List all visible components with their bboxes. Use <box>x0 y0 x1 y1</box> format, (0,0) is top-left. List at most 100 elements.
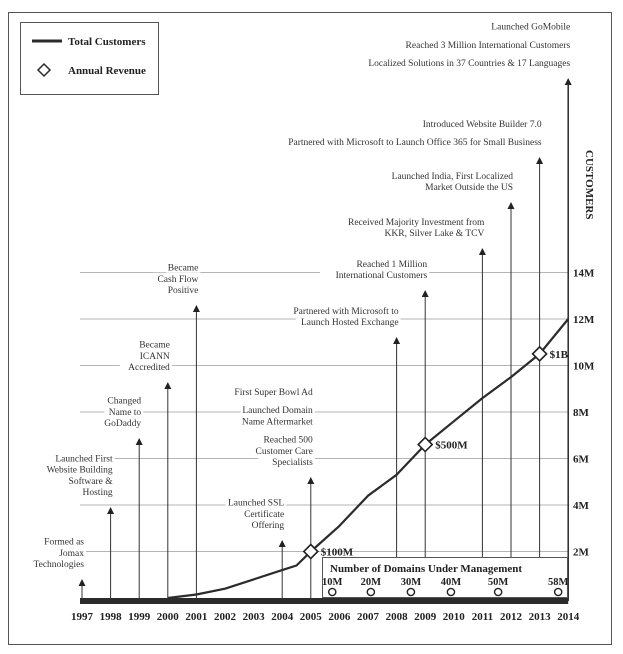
label-background <box>489 20 573 32</box>
revenue-label: $1B <box>550 349 569 361</box>
x-tick-label: 1998 <box>100 611 123 623</box>
total-customers-line <box>167 318 570 600</box>
label-background <box>381 227 487 238</box>
x-tick-label: 2002 <box>214 611 237 623</box>
label-background <box>236 415 315 427</box>
milestone-text: Formed as <box>44 538 84 548</box>
milestone-text: Technologies <box>33 560 84 570</box>
milestone-text: Received Majority Investment from <box>348 217 485 228</box>
milestone-text: Launched Domain <box>242 406 313 416</box>
y-tick-label: 8M <box>573 407 590 419</box>
milestone-text: Introduced Website Builder 7.0 <box>423 120 542 130</box>
domains-circle-marker <box>553 587 563 597</box>
legend: Total Customers Annual Revenue <box>20 22 159 95</box>
domains-count-label: 30M <box>401 577 422 588</box>
milestone-text: Jomax <box>59 549 84 559</box>
milestone-text: GoDaddy <box>104 419 141 429</box>
label-background <box>75 486 115 497</box>
label-background <box>258 456 315 467</box>
arrow-up-icon <box>192 305 200 312</box>
arrow-up-icon <box>307 477 315 484</box>
label-background <box>56 546 86 558</box>
label-background <box>370 169 515 181</box>
milestone-text: Cash Flow <box>157 275 198 285</box>
label-background <box>62 474 115 486</box>
label-background <box>141 349 172 361</box>
label-background <box>249 444 315 456</box>
label-background <box>295 316 401 327</box>
legend-total-customers: Total Customers <box>68 36 146 48</box>
revenue-diamond-marker <box>417 436 434 453</box>
x-tick-label: 2005 <box>300 611 323 623</box>
label-background <box>254 136 544 147</box>
milestone-text: ICANN <box>140 352 170 362</box>
label-background <box>229 507 287 519</box>
label-background <box>45 452 115 464</box>
legend-box <box>20 22 159 95</box>
label-background <box>119 361 172 372</box>
label-background <box>137 338 172 350</box>
label-background <box>104 394 144 406</box>
milestone-text: Website Building <box>47 466 113 476</box>
milestone-label-2013: Partnered with Microsoft to Launch Offic… <box>254 117 544 148</box>
arrow-up-icon <box>278 540 286 547</box>
legend-annual-revenue: Annual Revenue <box>68 65 146 77</box>
domains-box <box>322 557 568 598</box>
label-background <box>273 304 401 316</box>
milestone-text: Partnered with Microsoft to Launch Offic… <box>288 137 542 148</box>
domains-count-label: 10M <box>322 577 343 588</box>
x-tick-label: 2001 <box>185 611 207 623</box>
x-axis-bar <box>80 598 569 604</box>
label-background <box>36 463 115 475</box>
revenue-diamond-marker <box>531 345 548 363</box>
milestone-text: Partnered with Microsoft to <box>293 306 399 317</box>
milestone-text: Market Outside the US <box>425 183 513 193</box>
label-background <box>25 558 86 569</box>
label-background <box>104 417 144 428</box>
milestone-text: Offering <box>252 520 285 531</box>
domains-circle-marker <box>446 587 456 597</box>
label-background <box>38 535 86 547</box>
y-tick-label: 10M <box>573 361 595 373</box>
x-tick-label: 2011 <box>472 611 493 623</box>
label-background <box>333 215 487 227</box>
milestone-text: Hosting <box>83 488 113 498</box>
domains-circle-marker <box>327 587 337 597</box>
label-background <box>243 519 287 530</box>
milestone-text: Became <box>139 341 170 351</box>
milestone-text: Certificate <box>244 509 284 520</box>
arrow-up-icon <box>78 579 86 586</box>
domains-count-label: 40M <box>441 577 462 588</box>
domains-title: Number of Domains Under Management <box>330 563 522 575</box>
domains-circle-marker <box>493 587 503 597</box>
x-tick-label: 1999 <box>128 611 151 623</box>
domains-count-label: 20M <box>361 577 382 588</box>
x-tick-label: 2010 <box>443 611 466 623</box>
x-tick-label: 2009 <box>414 611 437 623</box>
milestone-text: Launched SSL <box>228 499 284 509</box>
domains-count-label: 50M <box>488 577 509 588</box>
x-tick-label: 2014 <box>557 611 580 623</box>
milestone-text: Positive <box>168 286 199 296</box>
x-tick-label: 2003 <box>243 611 266 623</box>
arrow-up-icon <box>135 438 143 445</box>
x-tick-label: 2013 <box>529 611 552 623</box>
arrow-up-icon <box>507 202 515 209</box>
y-axis-label: CUSTOMERS <box>583 150 595 219</box>
milestone-text: First Super Bowl Ad <box>234 388 313 398</box>
arrow-up-icon <box>478 248 486 255</box>
label-background <box>320 269 430 280</box>
x-tick-label: 2012 <box>500 611 523 623</box>
milestone-text: Reached 1 Million <box>356 260 427 270</box>
milestone-text: International Customers <box>336 271 428 281</box>
